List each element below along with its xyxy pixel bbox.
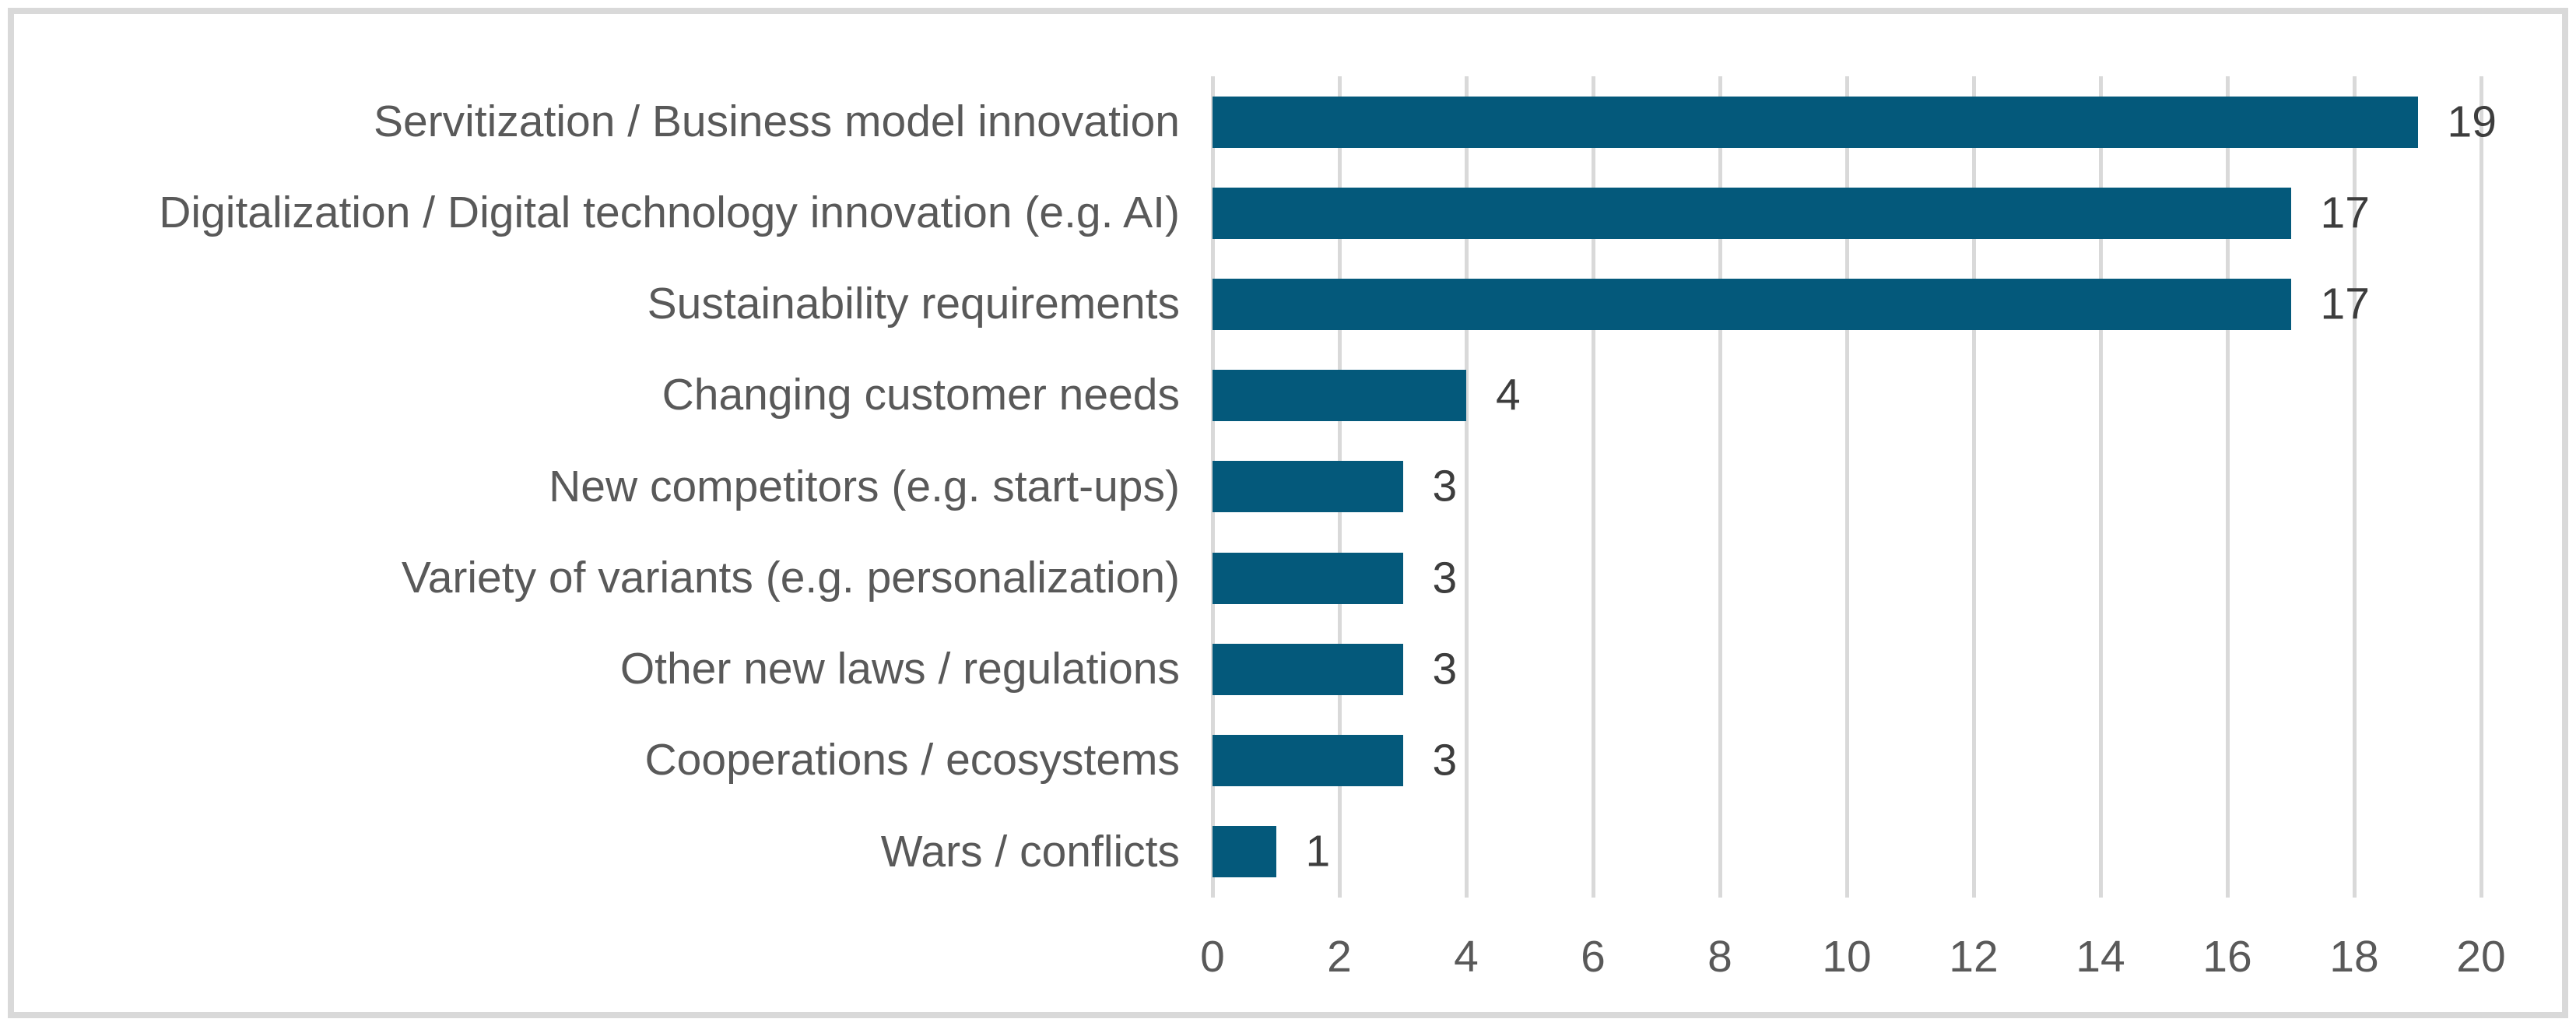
bar xyxy=(1213,735,1403,787)
bar-row: 3 xyxy=(1213,624,2481,715)
bar-row: 4 xyxy=(1213,350,2481,441)
category-label: Digitalization / Digital technology inno… xyxy=(159,188,1180,238)
value-label: 17 xyxy=(2320,279,2370,329)
value-axis: 0 2 4 6 8 10 12 14 16 18 20 xyxy=(1200,913,2506,983)
x-tick-label: 2 xyxy=(1327,932,1352,982)
x-tick-label: 6 xyxy=(1581,932,1606,982)
gridline-x-12 xyxy=(1972,76,1976,898)
x-tick-label: 10 xyxy=(1822,932,1872,982)
category-label: Cooperations / ecosystems xyxy=(644,735,1180,785)
bar xyxy=(1213,552,1403,604)
bar xyxy=(1213,370,1466,422)
bar xyxy=(1213,187,2291,239)
x-tick-label: 4 xyxy=(1454,932,1479,982)
bar-row: 3 xyxy=(1213,532,2481,624)
bar-row: 17 xyxy=(1213,258,2481,350)
x-tick-label: 8 xyxy=(1707,932,1732,982)
value-label: 19 xyxy=(2447,97,2497,147)
gridline-x-20 xyxy=(2479,76,2483,898)
value-label: 3 xyxy=(1432,461,1458,511)
gridline-x-10 xyxy=(1845,76,1849,898)
category-label: New competitors (e.g. start-ups) xyxy=(549,461,1180,511)
bar-row: 1 xyxy=(1213,806,2481,898)
x-tick-label: 16 xyxy=(2202,932,2252,982)
value-label: 3 xyxy=(1432,735,1458,785)
value-label: 17 xyxy=(2320,188,2370,238)
bar xyxy=(1213,826,1276,878)
bar-row: 3 xyxy=(1213,441,2481,532)
category-label: Variety of variants (e.g. personalizatio… xyxy=(401,552,1180,603)
x-tick-label: 20 xyxy=(2456,932,2506,982)
category-label: Changing customer needs xyxy=(662,370,1180,420)
gridline-x-14 xyxy=(2099,76,2103,898)
bar xyxy=(1213,461,1403,513)
bar-row: 19 xyxy=(1213,76,2497,167)
chart-frame: Servitization / Business model innovatio… xyxy=(8,8,2568,1018)
gridline-x-4 xyxy=(1465,76,1469,898)
gridline-x-18 xyxy=(2353,76,2357,898)
gridline-x-6 xyxy=(1592,76,1595,898)
bar-row: 3 xyxy=(1213,715,2481,806)
gridline-x-16 xyxy=(2226,76,2230,898)
bar xyxy=(1213,643,1403,695)
value-label: 3 xyxy=(1432,644,1458,694)
category-label: Other new laws / regulations xyxy=(619,644,1180,694)
bar-row: 17 xyxy=(1213,167,2481,258)
value-label: 3 xyxy=(1432,553,1458,603)
bar xyxy=(1213,96,2418,148)
category-axis: Servitization / Business model innovatio… xyxy=(14,76,1180,898)
x-tick-label: 0 xyxy=(1200,932,1225,982)
category-label: Sustainability requirements xyxy=(647,279,1180,329)
plot-area: 19 17 17 4 3 3 3 3 1 xyxy=(1211,76,2497,898)
value-label: 4 xyxy=(1496,370,1521,420)
category-label: Servitization / Business model innovatio… xyxy=(373,96,1180,146)
category-label: Wars / conflicts xyxy=(880,826,1180,877)
x-tick-label: 14 xyxy=(2076,932,2125,982)
x-tick-label: 18 xyxy=(2329,932,2379,982)
bar xyxy=(1213,279,2291,331)
gridline-x-8 xyxy=(1718,76,1722,898)
x-tick-label: 12 xyxy=(1949,932,1999,982)
value-label: 1 xyxy=(1305,826,1331,877)
